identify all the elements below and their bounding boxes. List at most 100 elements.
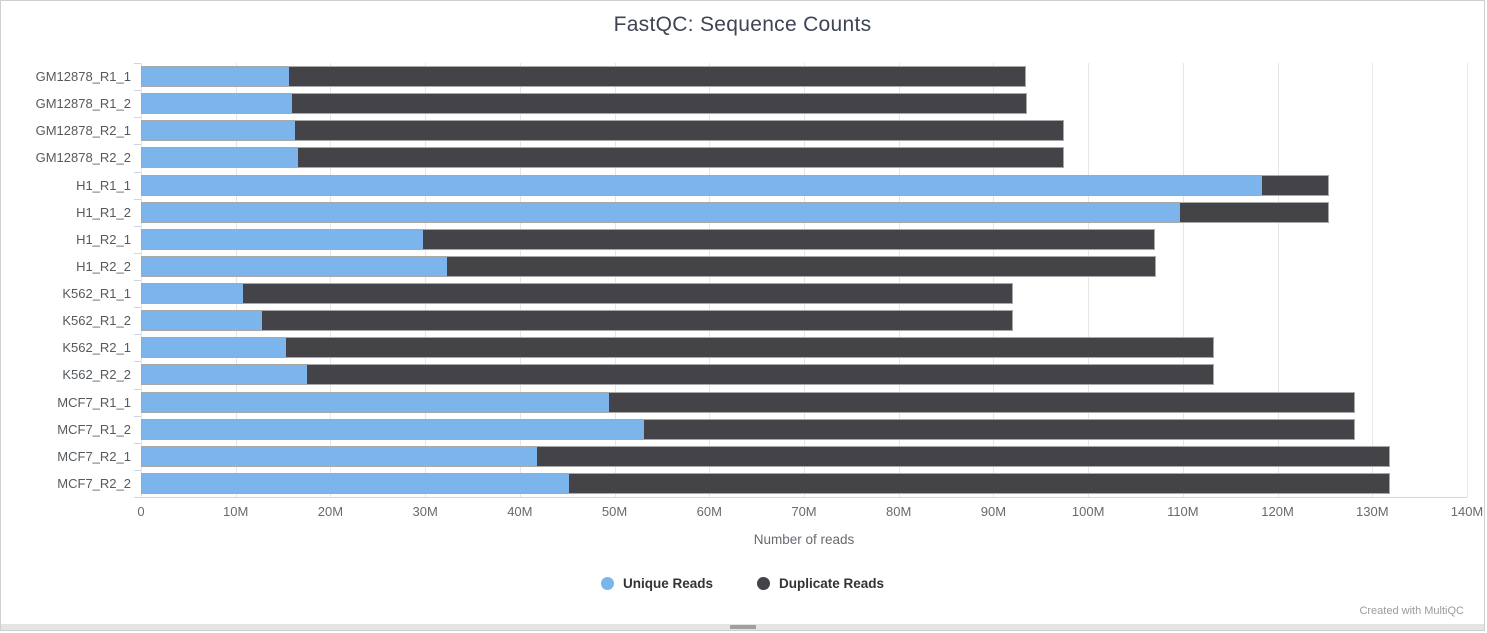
bar-segment-unique[interactable] [142,94,293,114]
multiqc-credit: Created with MultiQC [1359,605,1464,617]
category-tick [134,361,141,363]
y-axis-label: MCF7_R2_2 [57,475,131,491]
bar-segment-unique[interactable] [142,284,244,304]
category-tick [134,280,141,281]
gridline [425,63,427,497]
bar-segment-duplicate[interactable] [537,446,1390,466]
y-axis-label: GM12878_R2_1 [35,123,131,139]
bar-row [141,416,1467,443]
bar-row [141,253,1467,280]
x-axis-label: Number of reads [753,532,855,547]
category-tick [134,252,141,254]
bar-segment-unique[interactable] [142,67,290,87]
category-tick [134,144,141,146]
legend-item-unique-reads[interactable]: Unique Reads [600,576,713,591]
gridline [1372,63,1374,497]
stacked-bar[interactable] [141,228,1156,250]
stacked-bar[interactable] [141,147,1065,169]
bar-segment-duplicate[interactable] [1180,202,1328,222]
category-tick [134,469,141,471]
category-tick [134,497,141,498]
bar-segment-duplicate[interactable] [285,338,1214,358]
bar-segment-duplicate[interactable] [262,311,1013,331]
bar-row [141,63,1467,90]
category-tick [134,171,141,173]
bar-segment-unique[interactable] [142,311,262,331]
y-axis-label: H1_R2_1 [76,231,131,247]
bar-segment-duplicate[interactable] [289,67,1025,87]
stacked-bar[interactable] [141,93,1027,115]
gridlines [134,63,1468,498]
stacked-bar[interactable] [141,201,1329,223]
stacked-bar[interactable] [141,472,1391,494]
legend-label: Duplicate Reads [778,576,885,591]
bar-row [141,144,1467,171]
bar-segment-duplicate[interactable] [569,473,1390,493]
y-axis-label: H1_R2_2 [76,258,131,274]
stacked-bar[interactable] [141,66,1026,88]
x-tick-label: 80M [886,504,912,519]
x-tick-label: 70M [791,504,817,519]
bar-segment-unique[interactable] [142,229,423,249]
stacked-bar[interactable] [141,418,1356,440]
stacked-bar[interactable] [141,120,1065,142]
bar-segment-duplicate[interactable] [644,419,1355,439]
y-axis-label: GM12878_R1_1 [35,69,131,85]
category-tick [134,307,141,309]
stacked-bar[interactable] [141,283,1014,305]
bar-segment-duplicate[interactable] [422,229,1155,249]
stacked-bar[interactable] [141,255,1157,277]
stacked-bar[interactable] [141,391,1356,413]
bar-segment-duplicate[interactable] [609,392,1355,412]
legend-item-duplicate-reads[interactable]: Duplicate Reads [756,576,885,591]
bar-segment-unique[interactable] [142,148,298,168]
horizontal-scrollbar[interactable] [1,624,1484,630]
y-axis-label: K562_R2_1 [62,340,131,356]
scrollbar-thumb[interactable] [729,625,756,629]
stacked-bar[interactable] [141,337,1215,359]
bar-segment-duplicate[interactable] [295,121,1064,141]
y-axis-label: MCF7_R2_1 [57,448,131,464]
bar-row [141,389,1467,416]
bar-segment-unique[interactable] [142,446,538,466]
bar-segment-duplicate[interactable] [292,94,1026,114]
gridline [614,63,616,497]
y-axis-label: MCF7_R1_1 [57,394,131,410]
bar-segment-duplicate[interactable] [307,365,1214,385]
bar-segment-unique[interactable] [142,419,645,439]
stacked-bar[interactable] [141,174,1329,196]
category-tick [134,117,141,119]
bar-segment-unique[interactable] [142,202,1181,222]
bar-segment-unique[interactable] [142,392,610,412]
stacked-bar[interactable] [141,364,1215,386]
y-axis-label: K562_R1_2 [62,313,131,329]
gridline [898,63,900,497]
category-tick [134,225,141,227]
bar-segment-duplicate[interactable] [447,256,1156,276]
stacked-bar[interactable] [141,445,1391,467]
x-tick-label: 20M [317,504,344,519]
x-tick-label: 60M [696,504,722,519]
bar-segment-unique[interactable] [142,338,286,358]
bar-row [141,90,1467,117]
y-axis-label: K562_R2_2 [62,367,131,383]
bar-segment-unique[interactable] [142,365,308,385]
bar-segment-unique[interactable] [142,175,1263,195]
bar-row [141,334,1467,361]
category-tick [134,90,141,92]
category-tick [134,334,141,336]
bar-segment-unique[interactable] [142,473,570,493]
bar-segment-unique[interactable] [142,256,448,276]
bar-row [141,361,1467,388]
plot-area: GM12878_R1_1 GM12878_R1_2 GM12878_R2_1 GM12… [36,63,1483,519]
category-tick [134,388,141,390]
legend-marker [756,577,770,590]
gridline [709,63,711,497]
bar-segment-duplicate[interactable] [297,148,1064,168]
bar-segment-unique[interactable] [142,121,296,141]
stacked-bar[interactable] [141,310,1014,332]
bar-segment-duplicate[interactable] [1262,175,1328,195]
y-axis-label: MCF7_R1_2 [57,421,131,437]
bar-segment-duplicate[interactable] [243,284,1013,304]
